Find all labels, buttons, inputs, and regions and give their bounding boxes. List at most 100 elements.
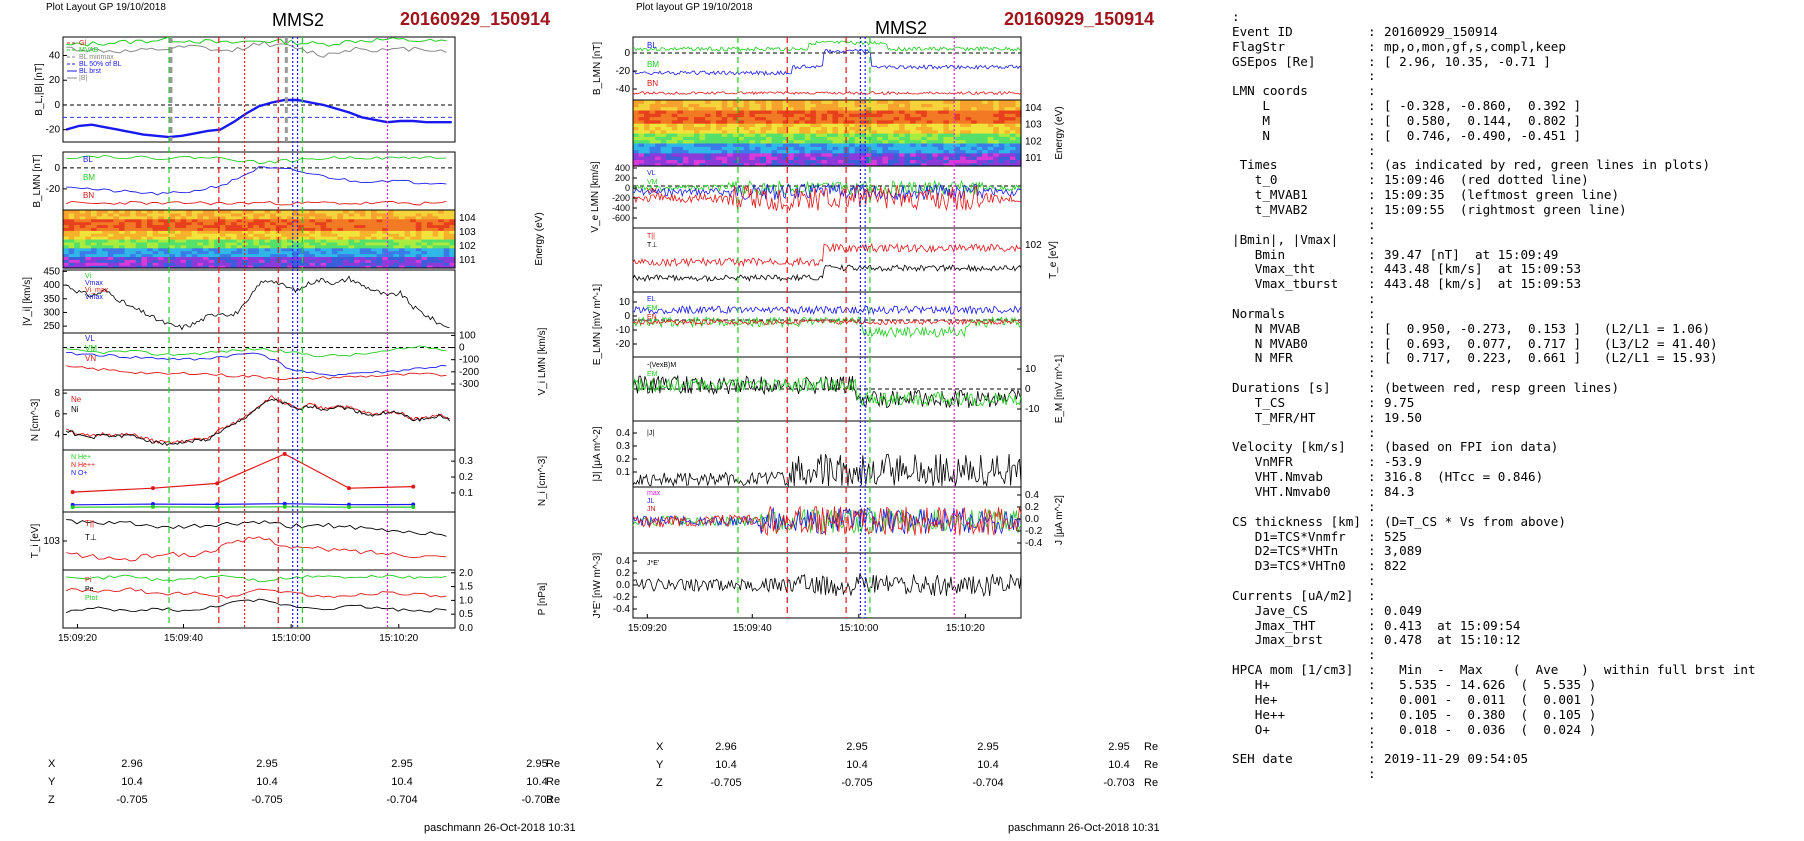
spectrogram-cell <box>74 265 81 269</box>
spectrogram-cell <box>827 156 834 160</box>
spectrogram-cell <box>810 116 817 121</box>
info-row: FlagStr: mp,o,mon,gf,s,compl,keep <box>1226 39 1798 55</box>
spectrogram-cell <box>438 210 445 214</box>
spectrogram-cell <box>766 136 773 141</box>
spectrogram-cell <box>264 250 271 255</box>
spectrogram-cell <box>309 227 316 231</box>
spectrogram-cell <box>225 215 232 220</box>
spectrogram-cell <box>331 239 338 243</box>
spectrogram-cell <box>888 133 895 137</box>
spectrogram-cell <box>169 210 176 214</box>
spectrogram-cell <box>399 256 406 260</box>
y-tick-label: 104 <box>459 213 476 224</box>
series-vn <box>632 184 1022 212</box>
spectrogram-cell <box>141 239 148 243</box>
spectrogram-cell <box>754 159 761 164</box>
spectrogram-cell <box>85 256 92 260</box>
spectrogram-cell <box>354 210 361 214</box>
spectrogram-cell <box>315 221 322 226</box>
spectrogram-cell <box>113 262 120 266</box>
spectrogram-cell <box>432 227 439 231</box>
info-value: (based on FPI ion data) <box>1384 439 1559 455</box>
spectrogram-cell <box>998 116 1005 121</box>
spectrogram-cell <box>871 106 878 111</box>
spectrogram-cell <box>904 126 911 131</box>
spectrogram-cell <box>292 253 299 257</box>
spectrogram-cell <box>102 259 109 263</box>
spectrogram-cell <box>738 103 745 108</box>
spectrogram-cell <box>236 230 243 234</box>
spectrogram-cell <box>915 126 922 131</box>
spectrogram-cell <box>231 221 238 226</box>
spectrogram-cell <box>832 139 839 144</box>
spectrogram-cell <box>236 253 243 257</box>
spectrogram-cell <box>688 139 695 144</box>
spectrogram-cell <box>655 156 662 160</box>
spectrogram-cell <box>987 103 994 108</box>
spectrogram-cell <box>443 247 450 252</box>
info-colon: : <box>1368 558 1376 574</box>
spectrogram-cell <box>371 256 378 260</box>
spectrogram-cell <box>135 224 142 228</box>
spectrogram-cell <box>666 159 673 164</box>
spectrogram-cell <box>633 159 640 164</box>
spectrogram-cell <box>660 149 667 154</box>
series-n-he-- <box>72 453 414 493</box>
spectrogram-cell <box>63 250 70 255</box>
info-value: [ 0.693, 0.077, 0.717 ] (L3/L2 = 41.40) <box>1384 335 1718 351</box>
spectrogram-cell <box>633 126 640 131</box>
spectrogram-cell <box>954 152 961 157</box>
legend-label: EN <box>647 314 657 321</box>
spectrogram-cell <box>376 212 383 217</box>
spectrogram-cell <box>292 236 299 240</box>
info-colon: : <box>1368 112 1376 128</box>
spectrogram-cell <box>871 139 878 144</box>
spectrogram-cell <box>871 103 878 108</box>
spectrogram-cell <box>893 106 900 111</box>
spectrogram-cell <box>777 119 784 124</box>
spectrogram-cell <box>716 106 723 111</box>
spectrogram-cell <box>130 227 137 231</box>
spectrogram-cell <box>130 233 137 237</box>
spectrogram-cell <box>671 162 678 167</box>
spectrogram-cell <box>281 221 288 226</box>
coord-value: -0.704 <box>972 777 1004 789</box>
spectrogram-cell <box>876 146 883 151</box>
spectrogram-cell <box>432 218 439 223</box>
spectrogram-cell <box>965 123 972 127</box>
spectrogram-cell <box>124 224 131 228</box>
spectrogram-cell <box>415 262 422 266</box>
spectrogram-cell <box>158 247 165 252</box>
spectrogram-cell <box>219 218 226 223</box>
spectrogram-cell <box>253 218 260 223</box>
spectrogram-cell <box>982 113 989 118</box>
coord-unit: Re <box>1144 741 1159 753</box>
spectrogram-cell <box>871 159 878 164</box>
spectrogram-cell <box>292 218 299 223</box>
spectrogram-cell <box>832 113 839 118</box>
legend-label: VM <box>85 344 97 353</box>
spectrogram-cell <box>810 133 817 137</box>
spectrogram-cell <box>399 227 406 231</box>
spectrogram-cell <box>694 156 701 160</box>
spectrogram-cell <box>888 103 895 108</box>
spectrogram-cell <box>865 109 872 114</box>
spectrogram-cell <box>644 103 651 108</box>
spectrogram-cell <box>404 239 411 243</box>
spectrogram-cell <box>633 142 640 147</box>
spectrogram-cell <box>141 221 148 226</box>
info-key: Event ID <box>1232 23 1293 39</box>
spectrogram-cell <box>186 215 193 220</box>
spectrogram-cell <box>74 230 81 234</box>
info-row: N MVAB0:[ 0.693, 0.077, 0.717 ] (L3/L2 =… <box>1226 335 1798 352</box>
spectrogram-cell <box>799 149 806 154</box>
spectrogram-cell <box>849 123 856 127</box>
spectrogram-cell <box>315 227 322 231</box>
spectrogram-cell <box>135 215 142 220</box>
y-tick-label: 400 <box>43 280 60 291</box>
panel-frame <box>632 486 1022 554</box>
spectrogram-cell <box>716 123 723 127</box>
spectrogram-cell <box>660 136 667 141</box>
spectrogram-cell <box>721 149 728 154</box>
panel-frame <box>62 449 456 513</box>
